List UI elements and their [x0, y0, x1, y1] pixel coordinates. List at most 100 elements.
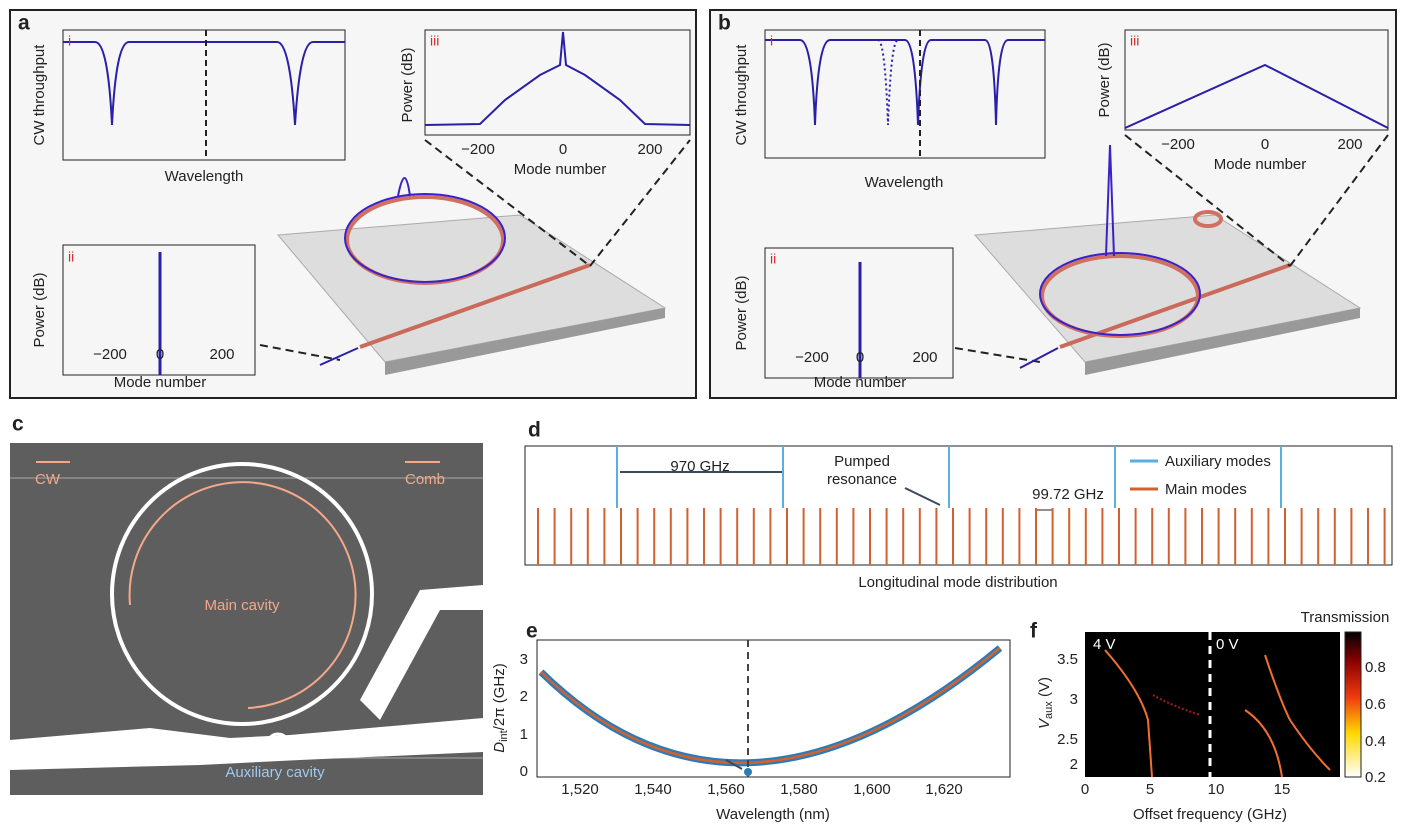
rect-shape [1085, 632, 1340, 777]
label-b-iii-ylabel: Power (dB) [1096, 42, 1113, 117]
label-f-yticks-1: 2.5 [1057, 731, 1078, 748]
label-f-yticks-3: 3.5 [1057, 651, 1078, 668]
y-axis-label: Vaux (V) [1036, 677, 1055, 729]
label-f-ylabel-2: (V) [1036, 677, 1053, 701]
label-a-i-xlabel: Wavelength [165, 168, 244, 185]
label-f-cbar_title: Transmission [1301, 609, 1390, 626]
label-f-ylabel-1: aux [1043, 701, 1055, 719]
circle-shape [110, 462, 374, 726]
label-f-xticks-1: 5 [1146, 781, 1154, 798]
line-shape [904, 487, 941, 506]
path-shape [424, 31, 691, 126]
label-d-pumped-1: resonance [827, 471, 897, 488]
label-f-cbar_ticks-2: 0.6 [1365, 696, 1386, 713]
label-c-main: Main cavity [204, 597, 280, 614]
label-d-xlabel: Longitudinal mode distribution [858, 574, 1057, 591]
label-e-yticks-1: 1 [520, 726, 528, 743]
path-shape [128, 481, 357, 709]
label-a-iii-tag: iii [430, 33, 439, 49]
line-shape [259, 344, 341, 361]
rect-shape [424, 29, 691, 136]
label-a-iii-xticks-2: 200 [637, 141, 662, 158]
label-a-ii-xticks-1: 0 [156, 346, 164, 363]
line-shape [424, 139, 591, 267]
label-b-iii-xticks-2: 200 [1337, 136, 1362, 153]
rect-shape [524, 445, 1393, 566]
panel-e: e 1,520 1,540 1,560 1,580 1,600 1,620 0 … [491, 620, 1011, 823]
panel-d: d 970 GHz Pumped resonance 99.72 GHz Aux… [524, 419, 1393, 591]
path-shape [540, 647, 1001, 765]
line-shape [1124, 134, 1291, 267]
label-b-i-tag: i [770, 33, 773, 49]
path-shape [1104, 649, 1153, 778]
label-c-aux: Auxiliary cavity [225, 764, 325, 781]
label-f-cbar_ticks-3: 0.8 [1365, 659, 1386, 676]
rect-shape [709, 9, 1397, 399]
label-a-iii-ylabel: Power (dB) [399, 47, 416, 122]
label-a-iii-xlabel: Mode number [514, 161, 607, 178]
label-e-xticks-5: 1,620 [925, 781, 963, 798]
label-d-legend-0: Auxiliary modes [1165, 453, 1271, 470]
label-e-xticks-0: 1,520 [561, 781, 599, 798]
label-f-xlabel: Offset frequency (GHz) [1133, 806, 1287, 823]
label-f-label: f [1030, 620, 1038, 643]
label-d-spacing_small: 99.72 GHz [1032, 486, 1104, 503]
label-d-legend-1: Main modes [1165, 481, 1247, 498]
polygon-shape [10, 718, 483, 770]
label-e-yticks-3: 3 [520, 651, 528, 668]
ellipse-shape [1039, 252, 1201, 336]
label-f-xticks-0: 0 [1081, 781, 1089, 798]
line-shape [359, 263, 591, 349]
label-f-yticks-0: 2 [1070, 756, 1078, 773]
line-shape [1019, 347, 1059, 369]
label-e-xticks-3: 1,580 [780, 781, 818, 798]
rect-shape [1124, 29, 1389, 131]
polygon-shape [360, 585, 483, 720]
label-e-ylabel-1: int [498, 730, 510, 742]
label-b-iii-tag: iii [1130, 33, 1139, 49]
label-e-label: e [526, 620, 538, 643]
path-shape [397, 177, 411, 197]
path-shape [1105, 144, 1115, 257]
label-a-iii-xticks-0: −200 [461, 141, 495, 158]
label-f-cbar_ticks-1: 0.4 [1365, 733, 1386, 750]
ellipse-shape [1193, 210, 1223, 228]
panel-b: b i CW throughput Wavelength iii Power (… [709, 9, 1397, 399]
label-f-yticks-2: 3 [1070, 691, 1078, 708]
label-f-xticks-2: 10 [1208, 781, 1225, 798]
label-b-ii-xticks-0: −200 [795, 349, 829, 366]
label-b-i-ylabel: CW throughput [733, 44, 750, 146]
label-b-iii-xticks-1: 0 [1261, 136, 1269, 153]
rect-shape [764, 29, 1046, 159]
rect-shape [62, 29, 346, 161]
label-e-yticks-2: 2 [520, 688, 528, 705]
label-d-pumped-0: Pumped [834, 453, 890, 470]
path-shape [1244, 709, 1283, 778]
label-a-ii-ylabel: Power (dB) [31, 272, 48, 347]
label-a-iii-xticks-1: 0 [559, 141, 567, 158]
y-axis-label: Dint/2π (GHz) [491, 663, 510, 753]
label-d-label: d [528, 419, 541, 442]
polygon-shape [1085, 308, 1360, 375]
panel-f: f 4 V 0 V 0.2 0.4 0.6 0.8 Transmission 0… [1030, 609, 1389, 823]
label-b-label: b [718, 12, 731, 35]
label-a-ii-tag: ii [68, 249, 74, 265]
label-f-ylabel-0: V [1036, 717, 1053, 729]
label-a-i-tag: i [68, 33, 71, 49]
label-b-ii-xlabel: Mode number [814, 374, 907, 391]
label-f-cbar_ticks-0: 0.2 [1365, 769, 1386, 786]
label-a-ii-xticks-0: −200 [93, 346, 127, 363]
label-e-xticks-4: 1,600 [853, 781, 891, 798]
label-e-xlabel: Wavelength (nm) [716, 806, 830, 823]
label-d-spacing_large: 970 GHz [670, 458, 729, 475]
ellipse-shape [344, 193, 506, 283]
rect-shape [1344, 631, 1362, 778]
panel-a: a i CW throughput Wavelength iii Power (… [9, 9, 697, 399]
line-shape [589, 139, 691, 267]
label-e-ylabel-0: D [491, 742, 508, 753]
label-c-label: c [12, 413, 24, 436]
path-shape [63, 41, 345, 126]
label-f-xticks-3: 15 [1274, 781, 1291, 798]
label-b-iii-xlabel: Mode number [1214, 156, 1307, 173]
